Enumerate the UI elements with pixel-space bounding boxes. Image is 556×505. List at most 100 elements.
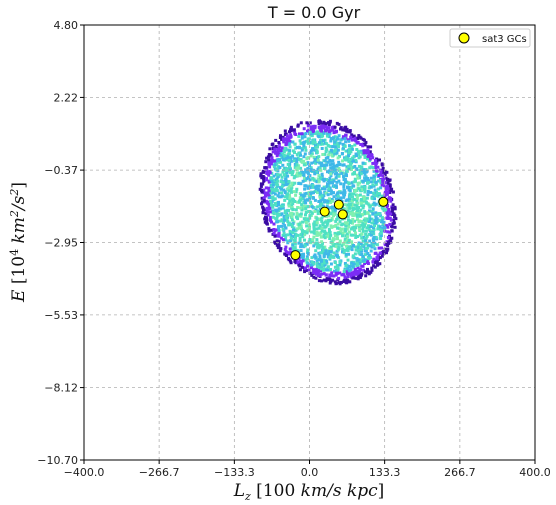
- density-cell: [276, 169, 280, 173]
- density-cell: [309, 266, 313, 269]
- density-cell: [365, 196, 369, 200]
- density-cell: [307, 268, 311, 272]
- density-cell: [312, 254, 316, 258]
- density-cell: [361, 259, 365, 263]
- density-cell: [290, 215, 294, 219]
- density-cell: [348, 129, 352, 133]
- density-cell: [275, 154, 279, 158]
- density-cell: [264, 178, 268, 182]
- density-cell: [344, 237, 348, 241]
- density-cell: [370, 153, 374, 157]
- density-cell: [266, 202, 270, 205]
- density-cell: [328, 159, 332, 162]
- density-cell: [290, 211, 294, 215]
- density-cell: [392, 212, 396, 216]
- density-cell: [276, 165, 280, 168]
- density-cell: [340, 227, 344, 231]
- density-cell: [306, 170, 310, 174]
- density-cell: [270, 176, 274, 180]
- density-cell: [320, 272, 324, 276]
- density-cell: [374, 202, 378, 206]
- density-cell: [385, 249, 389, 253]
- y-tick-label: −8.12: [44, 382, 78, 395]
- density-cell: [342, 174, 346, 178]
- x-tick-label: −400.0: [64, 466, 105, 479]
- density-cell: [263, 220, 267, 224]
- density-cell: [363, 178, 367, 182]
- density-cell: [315, 270, 319, 274]
- density-cell: [299, 193, 303, 197]
- x-tick-label: 133.3: [369, 466, 401, 479]
- density-cell: [351, 172, 355, 176]
- density-cell: [317, 200, 321, 203]
- density-cell: [344, 221, 347, 225]
- density-cell: [278, 173, 282, 177]
- density-cell: [373, 161, 377, 165]
- density-cell: [304, 210, 308, 214]
- density-cell: [283, 209, 287, 213]
- density-cell: [312, 138, 316, 142]
- density-cell: [356, 249, 360, 252]
- density-cell: [385, 251, 388, 255]
- density-cell: [330, 199, 334, 203]
- density-cell: [337, 145, 340, 148]
- density-cell: [353, 252, 357, 256]
- density-cell: [319, 264, 323, 268]
- density-cell: [354, 207, 358, 211]
- density-cell: [356, 194, 360, 197]
- density-cell: [315, 217, 319, 221]
- density-cell: [274, 145, 278, 148]
- density-cell: [263, 217, 267, 221]
- density-cell: [294, 193, 298, 197]
- density-cell: [323, 152, 327, 156]
- density-cell: [289, 239, 293, 243]
- density-cell: [276, 147, 280, 151]
- density-cell: [292, 246, 296, 250]
- density-cell: [362, 149, 366, 153]
- density-cell: [361, 170, 365, 174]
- density-cell: [279, 134, 282, 138]
- density-cell: [300, 197, 304, 201]
- density-cell: [301, 141, 305, 145]
- density-cell: [317, 246, 321, 250]
- density-cell: [365, 241, 369, 245]
- density-cell: [350, 168, 353, 172]
- density-cell: [358, 246, 362, 249]
- density-cell: [376, 194, 380, 198]
- density-cell: [298, 268, 302, 272]
- density-cell: [304, 132, 308, 135]
- density-cell: [369, 176, 373, 180]
- density-cell: [352, 134, 356, 138]
- density-cell: [299, 141, 303, 145]
- density-cell: [295, 214, 299, 217]
- density-cell: [264, 160, 268, 164]
- density-cell: [351, 273, 355, 277]
- density-cell: [331, 145, 335, 149]
- y-tick-label: −10.70: [37, 454, 78, 467]
- density-cell: [303, 244, 307, 248]
- density-cell: [298, 239, 302, 243]
- density-cell: [312, 224, 316, 228]
- density-cell: [350, 147, 354, 151]
- density-cell: [283, 129, 287, 133]
- density-cell: [329, 139, 333, 143]
- density-cell: [346, 272, 349, 276]
- density-cell: [320, 240, 324, 244]
- density-cell: [374, 211, 378, 215]
- density-cell: [264, 166, 268, 170]
- density-cell: [318, 273, 322, 277]
- density-cell: [271, 209, 275, 213]
- density-cell: [323, 229, 327, 233]
- density-cell: [374, 215, 378, 219]
- density-cell: [265, 156, 269, 160]
- density-cell: [333, 242, 337, 246]
- density-cell: [309, 140, 313, 144]
- density-cell: [326, 160, 330, 164]
- density-cell: [283, 181, 287, 185]
- density-cell: [269, 228, 273, 232]
- density-cell: [278, 136, 282, 139]
- density-cell: [311, 176, 315, 180]
- density-cell: [276, 179, 280, 183]
- density-cell: [325, 205, 329, 209]
- density-cell: [381, 174, 385, 178]
